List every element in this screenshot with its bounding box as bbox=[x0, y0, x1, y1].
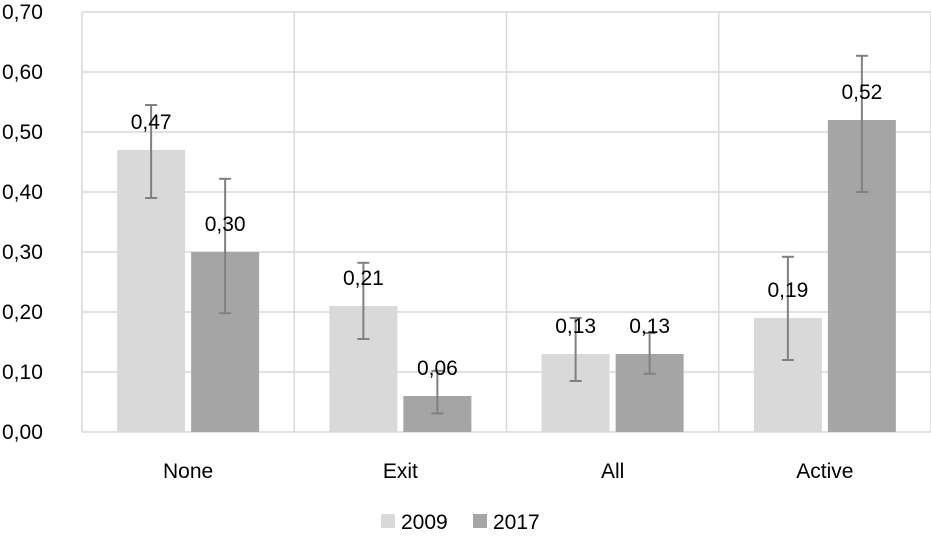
legend-swatch-2009 bbox=[381, 514, 395, 528]
data-label: 0,47 bbox=[131, 111, 172, 134]
data-label: 0,52 bbox=[841, 81, 882, 104]
y-tick-label: 0,60 bbox=[2, 61, 43, 84]
data-label: 0,30 bbox=[205, 213, 246, 236]
legend-label-2009: 2009 bbox=[401, 511, 448, 534]
legend-label-2017: 2017 bbox=[493, 511, 540, 534]
y-tick-label: 0,30 bbox=[2, 241, 43, 264]
x-category-label: None bbox=[163, 460, 213, 483]
y-tick-label: 0,10 bbox=[2, 361, 43, 384]
x-category-label: Exit bbox=[383, 460, 418, 483]
y-tick-label: 0,20 bbox=[2, 301, 43, 324]
y-tick-label: 0,40 bbox=[2, 181, 43, 204]
y-tick-label: 0,70 bbox=[2, 1, 43, 24]
data-label: 0,19 bbox=[767, 279, 808, 302]
x-category-label: Active bbox=[796, 460, 853, 483]
y-tick-label: 0,00 bbox=[2, 421, 43, 444]
data-label: 0,06 bbox=[417, 357, 458, 380]
legend-swatch-2017 bbox=[473, 514, 487, 528]
data-label: 0,13 bbox=[629, 315, 670, 338]
y-tick-label: 0,50 bbox=[2, 121, 43, 144]
data-label: 0,21 bbox=[343, 267, 384, 290]
x-category-label: All bbox=[601, 460, 624, 483]
data-label: 0,13 bbox=[555, 315, 596, 338]
